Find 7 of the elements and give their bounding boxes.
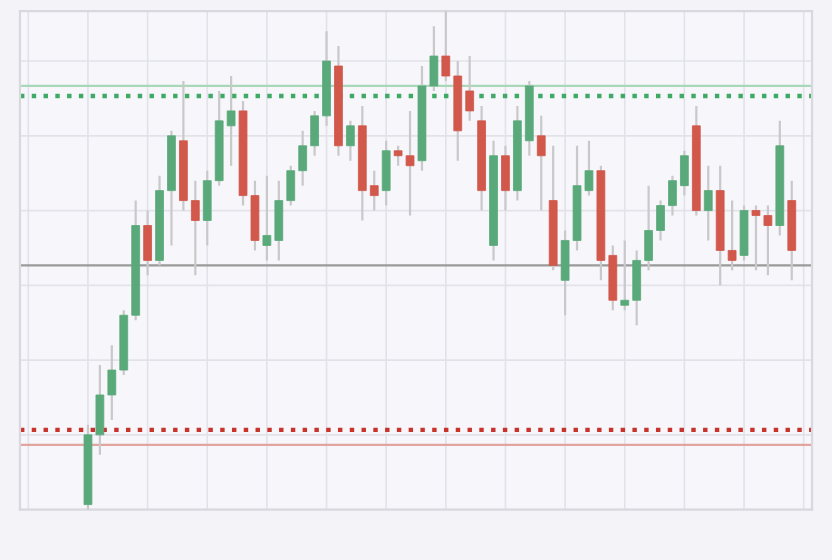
candlestick xyxy=(703,164,713,242)
candlestick xyxy=(536,114,546,212)
candlestick xyxy=(501,144,510,212)
candlestick xyxy=(381,139,391,207)
candlestick xyxy=(143,209,152,277)
candlestick xyxy=(739,204,749,262)
candlestick xyxy=(346,119,355,162)
